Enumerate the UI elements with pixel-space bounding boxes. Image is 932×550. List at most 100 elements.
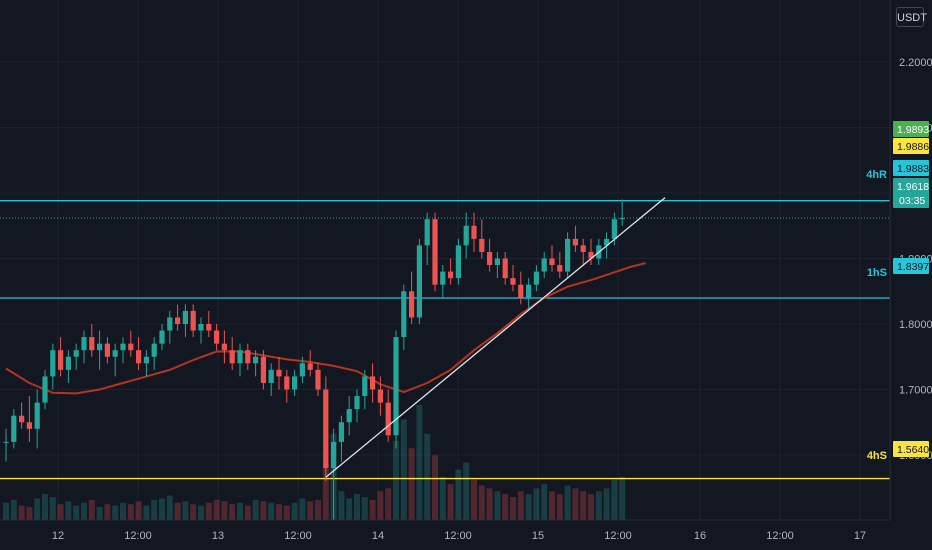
candle [354,389,360,423]
candle-body [354,396,360,410]
volume-bar [221,501,228,520]
candle [393,330,399,449]
volume-bar [447,484,454,520]
candle [143,350,149,377]
candle-body [346,409,352,423]
volume-bar [96,507,103,520]
candle-body [268,369,274,383]
candle [331,428,337,521]
candle-body [533,271,539,285]
volume-bar [205,502,212,520]
candle-body [424,219,430,246]
volume-bar [229,504,236,520]
candle-body [338,422,344,442]
candle-body [198,324,204,331]
candle [3,428,9,462]
candle [471,212,477,252]
candle-body [128,343,134,351]
currency-button[interactable]: USDT [896,7,927,27]
candle [385,389,391,442]
candle-body [112,350,118,357]
volume-bar [198,505,204,520]
candle-body [416,245,422,318]
candle [151,337,157,370]
time-axis-label: 12:00 [284,530,312,542]
candle [11,409,17,449]
candle-body [143,356,149,364]
candle [463,212,469,259]
level-label: 1hS [867,267,887,279]
candle [315,363,321,397]
volume-bar [73,505,80,520]
volume-bar [252,499,259,520]
volume-bar [10,499,17,520]
candle [97,330,103,370]
candle-body [190,310,196,331]
candle [338,415,344,462]
volume-bar [424,433,431,520]
price-tag-value: 1.8397 [897,261,929,273]
time-axis-label: 13 [212,530,224,542]
candle-body [377,389,383,403]
volume-bar [166,495,173,520]
volume-bar [517,491,524,520]
candle-body [253,356,259,364]
candle [58,337,64,377]
candle-body [50,350,56,377]
candle [557,251,563,279]
volume-bar [182,501,189,520]
level-label: 4hR [866,169,887,181]
candle [237,343,243,377]
price-tag [893,160,929,176]
candle [518,271,524,305]
candle [276,356,282,390]
candle-body [284,376,290,390]
volume-bar [400,419,407,520]
volume-bar [104,504,111,520]
price-tag [893,138,929,154]
candle-body [370,376,376,390]
volume-bar [26,507,33,520]
candle-body [315,369,321,390]
candle-body [11,415,17,442]
volume-bar [315,499,321,520]
candle [42,369,48,410]
candle-body [362,376,368,397]
volume-bar [34,498,41,520]
volume-bar [580,491,587,520]
candle [432,212,438,292]
volume-bar [276,504,282,520]
candle-body [580,245,586,252]
candle-body [471,225,477,239]
candle-body [393,337,399,436]
candle-body [323,389,329,469]
candle-body [385,402,391,436]
candle [65,350,71,383]
candle [292,369,298,397]
volume-bar [338,491,345,520]
candle-body [307,363,313,370]
time-axis-label: 14 [372,530,384,542]
price-axis-label: 1.7000 [899,385,932,397]
volume-bar [486,488,493,520]
candle [619,199,625,226]
candle [206,310,212,338]
candle-body [276,369,282,377]
volume-bar [369,499,376,520]
volume-bar [18,505,25,520]
volume-bar [572,488,579,520]
volume-bar [463,462,470,520]
volume-bar [393,440,399,520]
candle-body [175,317,181,324]
candle-body [206,324,212,331]
volume-bar [541,484,548,520]
volume-bar [354,494,360,520]
candle-body [81,337,87,351]
candle [307,350,313,377]
candle-body [136,350,142,364]
candle [229,337,235,370]
candle [284,369,290,403]
candle-body [19,415,25,423]
candle [260,350,266,390]
